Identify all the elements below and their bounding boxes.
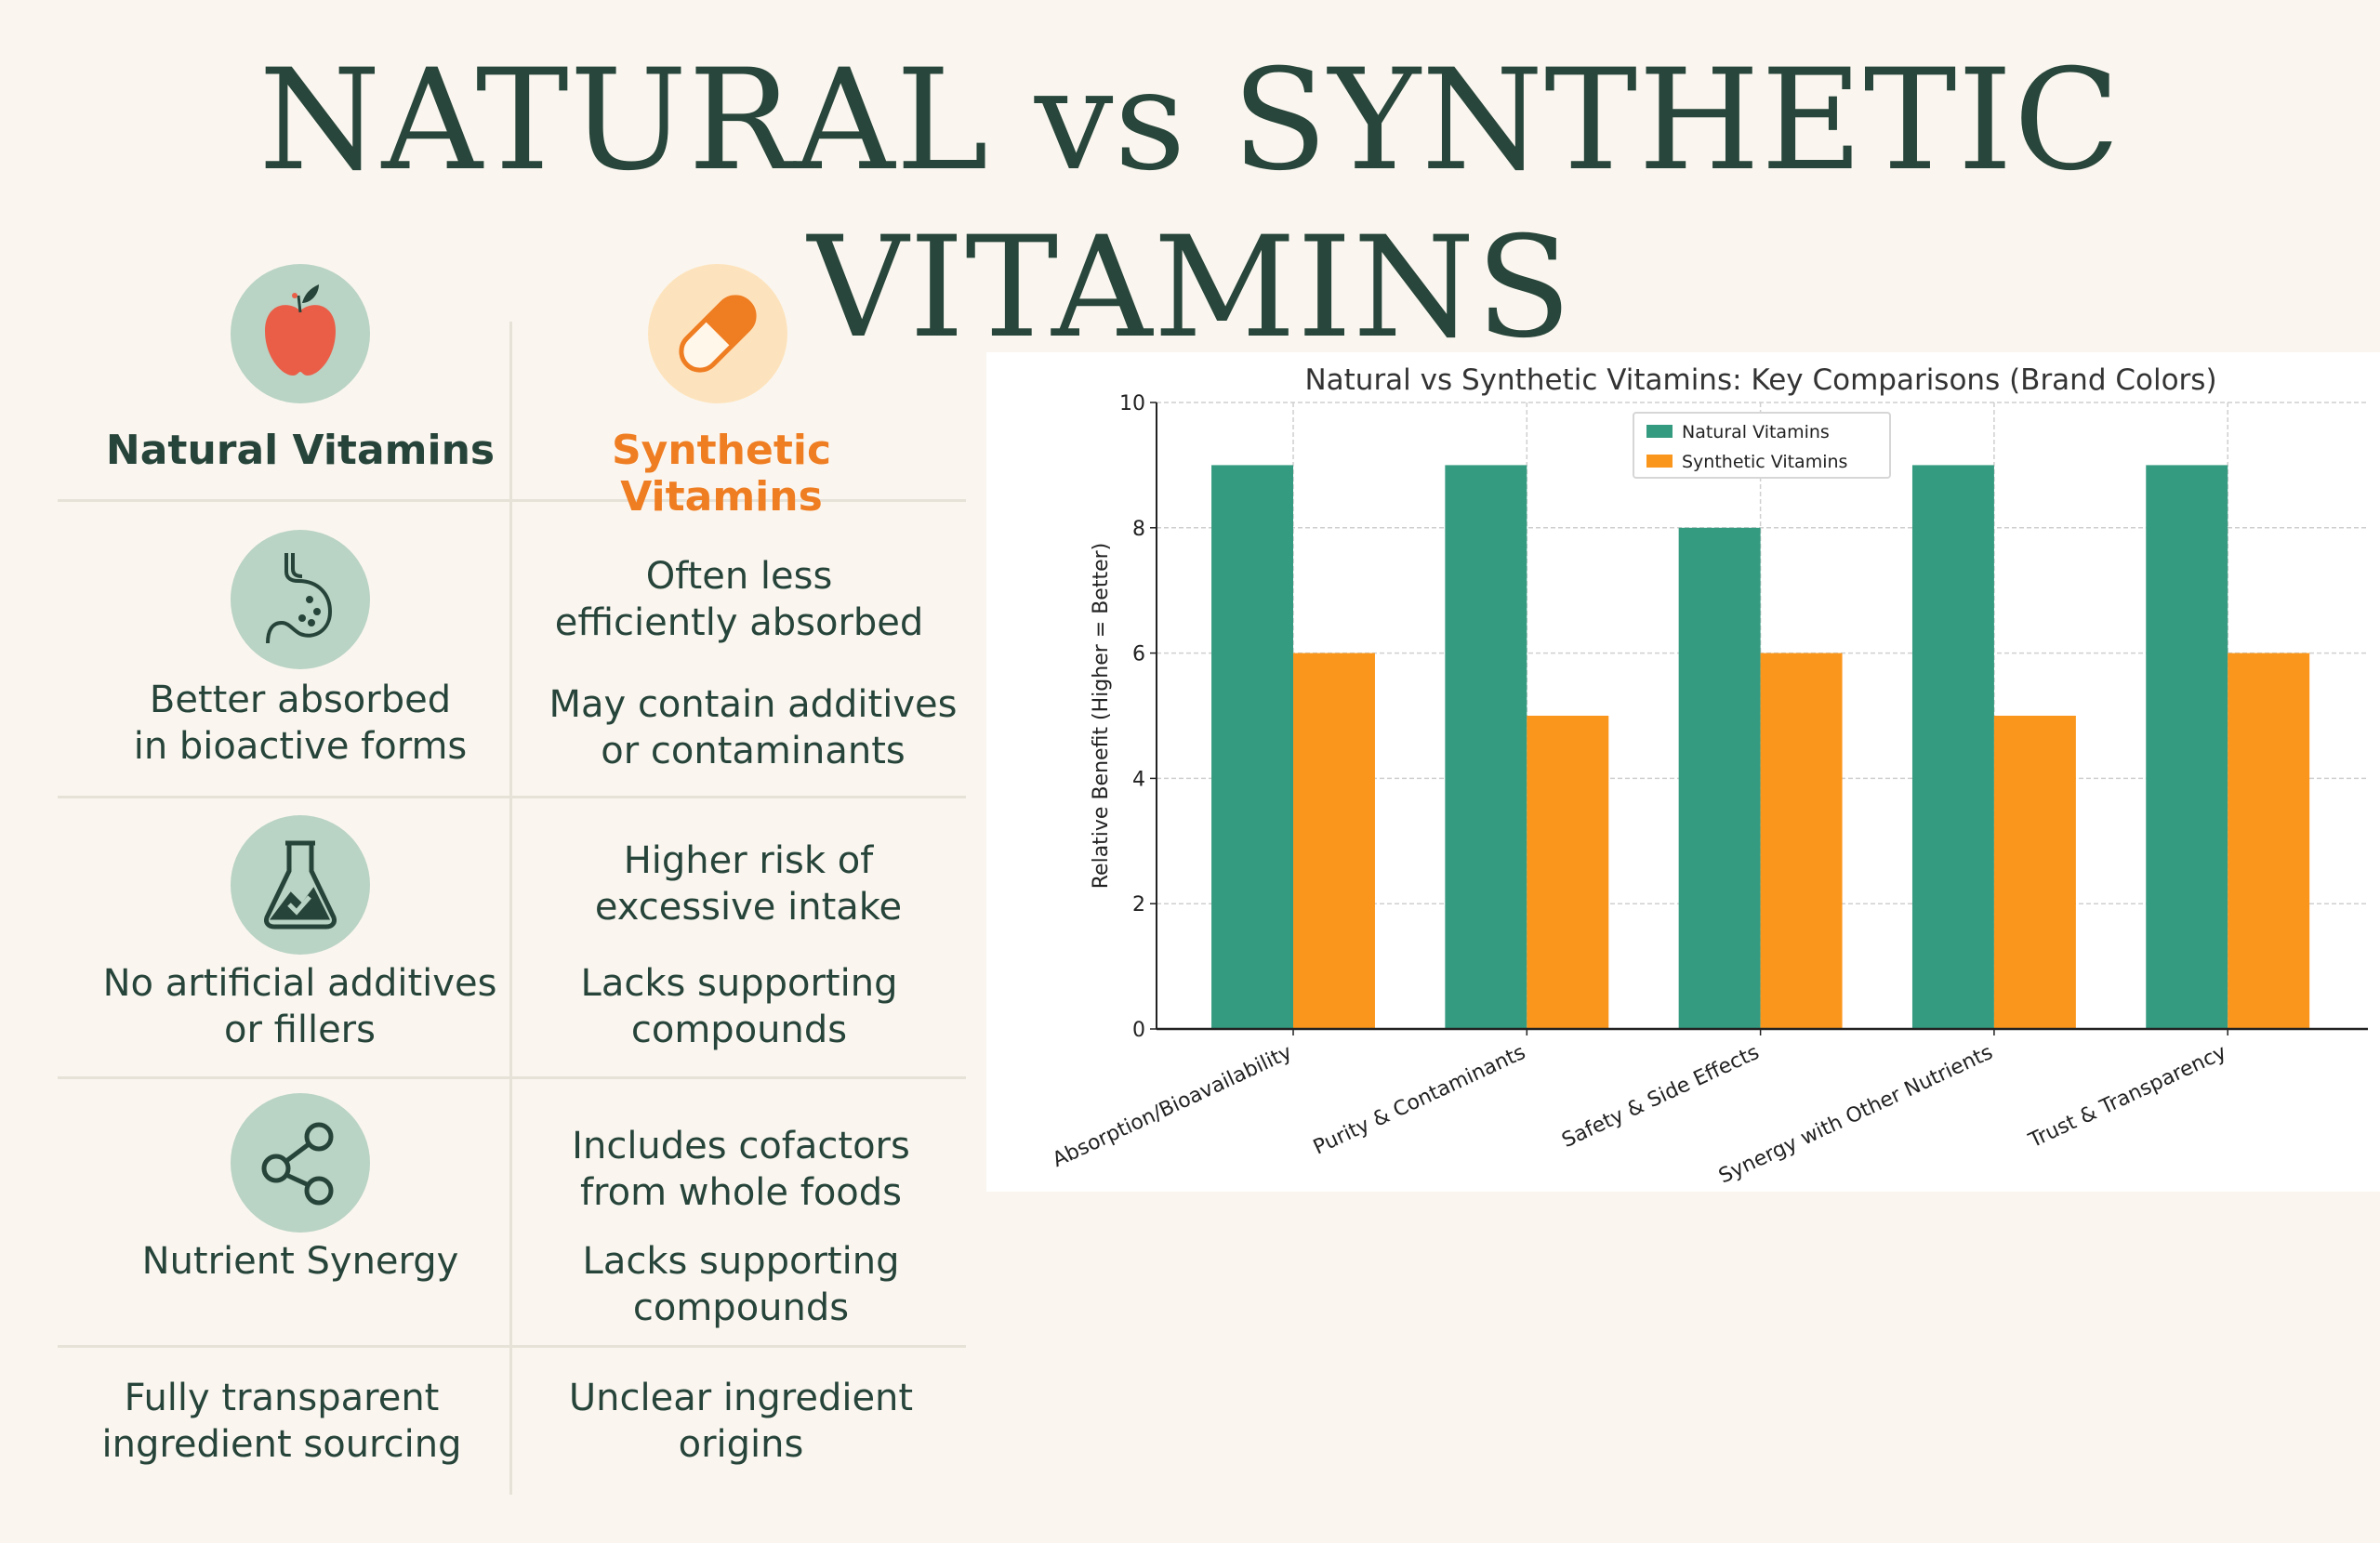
text-line: or contaminants [601, 730, 906, 772]
natural-header: Natural Vitamins [105, 427, 496, 474]
text-line: Higher risk of [623, 839, 874, 882]
bar-chart: Natural vs Synthetic Vitamins: Key Compa… [986, 352, 2380, 1192]
natural-row-1: Better absorbed in bioactive forms [82, 677, 519, 770]
text-line: No artificial additives [102, 962, 497, 1005]
synthetic-row-2b: Lacks supporting compounds [521, 960, 958, 1053]
flask-icon [231, 815, 370, 955]
chart-title: Natural vs Synthetic Vitamins: Key Compa… [1304, 363, 2216, 397]
capsule-icon [648, 264, 787, 403]
bar-natural [1445, 465, 1527, 1029]
synthetic-row-1b: May contain additives or contaminants [535, 681, 972, 774]
x-tick-label: Purity & Contaminants [1310, 1041, 1529, 1160]
text-line: Unclear ingredient [568, 1377, 914, 1419]
y-tick-label: 0 [1132, 1019, 1145, 1042]
bar-natural [1211, 465, 1294, 1029]
text-line: excessive intake [594, 886, 903, 929]
y-tick-label: 6 [1132, 643, 1145, 666]
y-tick-label: 4 [1132, 768, 1145, 791]
text-line: ingredient sourcing [101, 1423, 462, 1466]
bar-synthetic [1293, 653, 1375, 1029]
legend-swatch [1646, 455, 1673, 468]
natural-row-2: No artificial additives or fillers [65, 960, 535, 1053]
bar-natural [1911, 465, 1994, 1029]
text-line: Lacks supporting [582, 1240, 900, 1283]
page-title: NATURAL vs SYNTHETIC VITAMINS [258, 40, 2122, 369]
bar-synthetic [1760, 653, 1843, 1029]
text-line: compounds [632, 1286, 850, 1329]
synthetic-row-3b: Lacks supporting compounds [522, 1238, 959, 1331]
text-line: Nutrient Synergy [141, 1240, 459, 1283]
synthetic-row-4: Unclear ingredient origins [522, 1375, 959, 1468]
natural-row-3: Nutrient Synergy [82, 1238, 519, 1285]
row-divider [58, 499, 966, 502]
text-line: Better absorbed [149, 679, 452, 721]
text-line: Lacks supporting [580, 962, 898, 1005]
y-tick-label: 8 [1132, 518, 1145, 541]
text-line: compounds [630, 1009, 848, 1051]
text-line: Includes cofactors [572, 1125, 910, 1167]
text-line: in bioactive forms [133, 725, 468, 768]
synthetic-row-2a: Higher risk of excessive intake [530, 837, 967, 930]
row-divider [58, 1345, 966, 1348]
legend-label: Natural Vitamins [1682, 422, 1830, 442]
apple-icon [231, 264, 370, 403]
bar-natural [2146, 465, 2228, 1029]
x-tick-label: Trust & Transparency [2025, 1041, 2230, 1154]
bar-synthetic [1993, 716, 2076, 1029]
legend-label: Synthetic Vitamins [1682, 452, 1847, 472]
y-tick-label: 10 [1119, 392, 1145, 415]
y-tick-label: 2 [1132, 893, 1145, 917]
text-line: efficiently absorbed [554, 601, 924, 644]
x-tick-label: Absorption/Bioavailability [1049, 1041, 1295, 1172]
text-line: May contain additives [549, 683, 958, 726]
text-line: Often less [645, 555, 833, 598]
legend-swatch [1646, 425, 1673, 438]
synthetic-row-3a: Includes cofactors from whole foods [522, 1123, 959, 1216]
x-tick-label: Safety & Side Effects [1558, 1041, 1763, 1153]
text-line: origins [678, 1423, 804, 1466]
legend-box [1633, 412, 1891, 479]
chart-svg: Natural vs Synthetic Vitamins: Key Compa… [1049, 363, 2368, 1189]
y-axis-label: Relative Benefit (Higher = Better) [1090, 543, 1113, 890]
text-line: or fillers [224, 1009, 376, 1051]
synthetic-header: Synthetic Vitamins [611, 427, 832, 521]
row-divider [58, 1076, 966, 1079]
row-divider [58, 796, 966, 798]
bar-synthetic [2228, 653, 2310, 1029]
column-divider [509, 322, 512, 1495]
bar-synthetic [1527, 716, 1609, 1029]
stomach-icon [231, 530, 370, 669]
share-network-icon [231, 1093, 370, 1233]
legend: Natural Vitamins Synthetic Vitamins [1633, 412, 1891, 479]
text-line: Fully transparent [124, 1377, 440, 1419]
natural-row-4: Fully transparent ingredient sourcing [63, 1375, 500, 1468]
bar-natural [1678, 527, 1761, 1029]
synthetic-row-1a: Often less efficiently absorbed [521, 553, 958, 646]
text-line: from whole foods [579, 1171, 903, 1214]
